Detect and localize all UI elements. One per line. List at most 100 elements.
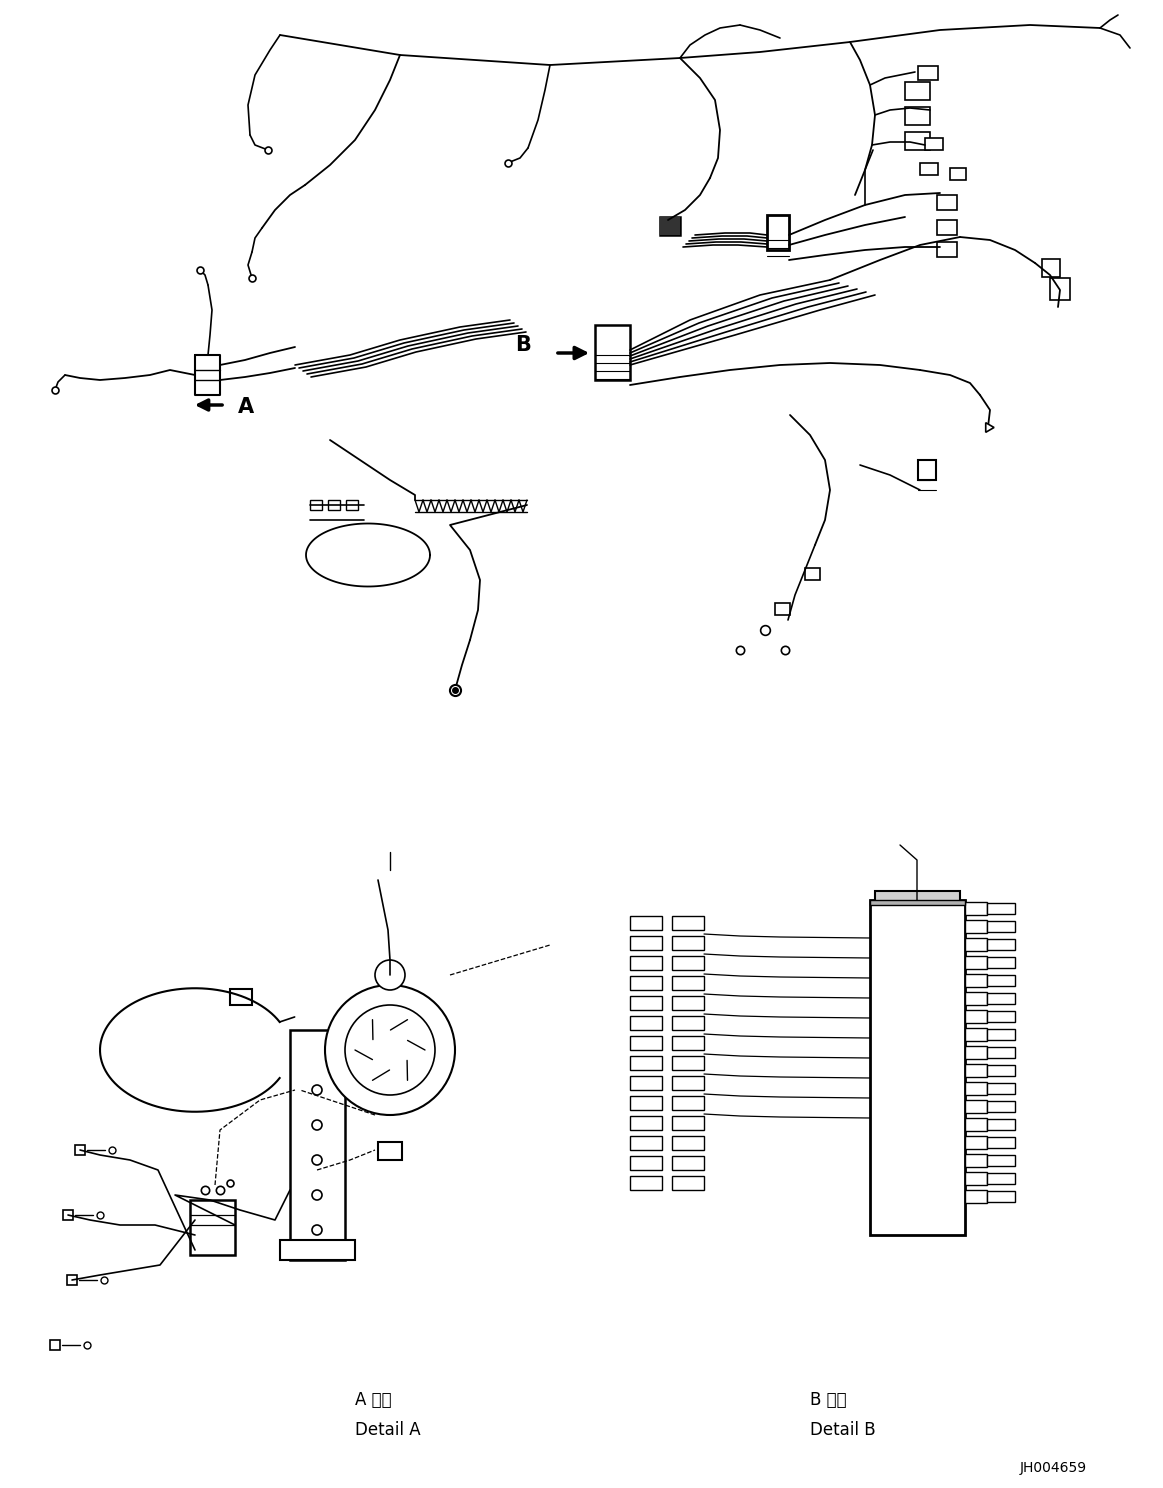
Bar (659, 217, 680, 235)
Bar (965, 1173, 987, 1184)
Text: JH004659: JH004659 (1020, 1461, 1087, 1475)
Bar (630, 955, 662, 970)
Bar (987, 1119, 1015, 1129)
Bar (311, 500, 322, 510)
Bar (987, 1065, 1015, 1076)
Bar (672, 917, 704, 930)
Circle shape (312, 1190, 322, 1199)
Bar (987, 1101, 1015, 1112)
Bar (987, 1010, 1015, 1022)
Bar (937, 220, 957, 235)
Text: A: A (238, 397, 255, 417)
Bar (595, 324, 630, 379)
Bar (965, 1155, 987, 1167)
Circle shape (374, 960, 405, 990)
Circle shape (312, 1085, 322, 1095)
Bar (965, 992, 987, 1004)
Circle shape (312, 1120, 322, 1129)
Bar (965, 902, 987, 915)
Bar (965, 1046, 987, 1059)
Bar (870, 900, 965, 905)
Bar (905, 132, 930, 150)
Bar (672, 995, 704, 1010)
Bar (672, 1116, 704, 1129)
Bar (918, 65, 939, 80)
Bar (925, 138, 943, 150)
Bar (630, 1016, 662, 1030)
Text: B 詳細: B 詳細 (809, 1391, 847, 1409)
Bar (775, 603, 790, 615)
Bar (378, 1141, 402, 1161)
Bar (875, 891, 959, 903)
Bar (918, 460, 936, 481)
Bar (987, 1190, 1015, 1202)
Bar (290, 1030, 345, 1260)
Bar (965, 920, 987, 933)
Bar (672, 1036, 704, 1051)
Bar (987, 939, 1015, 949)
Bar (965, 1190, 987, 1202)
Bar (1050, 278, 1070, 301)
Text: A 詳細: A 詳細 (355, 1391, 392, 1409)
Bar (672, 955, 704, 970)
Bar (630, 1097, 662, 1110)
Bar (965, 1028, 987, 1042)
Bar (630, 1135, 662, 1150)
Bar (987, 1137, 1015, 1149)
Bar (672, 1097, 704, 1110)
Bar (905, 107, 930, 125)
Bar (920, 164, 939, 176)
Bar (987, 957, 1015, 969)
Bar (630, 1056, 662, 1070)
Bar (965, 955, 987, 969)
Bar (987, 975, 1015, 987)
Bar (630, 1156, 662, 1170)
Bar (659, 217, 680, 235)
Bar (965, 1100, 987, 1113)
Bar (630, 917, 662, 930)
Bar (987, 921, 1015, 931)
Bar (987, 992, 1015, 1004)
Bar (1042, 259, 1059, 277)
Bar (805, 568, 820, 580)
Bar (230, 990, 252, 1004)
Bar (672, 1135, 704, 1150)
Bar (630, 1076, 662, 1091)
Bar (987, 903, 1015, 914)
Circle shape (312, 1225, 322, 1235)
Bar (672, 1176, 704, 1190)
Bar (190, 1199, 235, 1254)
Bar (630, 1176, 662, 1190)
Bar (965, 937, 987, 951)
Bar (987, 1173, 1015, 1184)
Bar (905, 82, 930, 100)
Circle shape (345, 1004, 435, 1095)
Bar (347, 500, 358, 510)
Bar (965, 1135, 987, 1149)
Bar (965, 1010, 987, 1024)
Circle shape (324, 985, 455, 1115)
Bar (630, 976, 662, 990)
Bar (937, 243, 957, 257)
Bar (950, 168, 966, 180)
Bar (672, 936, 704, 949)
Bar (965, 1082, 987, 1095)
Text: B: B (515, 335, 530, 356)
Bar (328, 500, 340, 510)
Bar (630, 936, 662, 949)
Text: Detail B: Detail B (809, 1421, 876, 1439)
Bar (672, 976, 704, 990)
Bar (987, 1030, 1015, 1040)
Bar (965, 1117, 987, 1131)
Bar (630, 1116, 662, 1129)
Bar (965, 1064, 987, 1077)
Bar (987, 1083, 1015, 1094)
Bar (672, 1056, 704, 1070)
Bar (672, 1016, 704, 1030)
Bar (965, 975, 987, 987)
Circle shape (312, 1155, 322, 1165)
Bar (672, 1156, 704, 1170)
Bar (630, 995, 662, 1010)
Bar (280, 1240, 355, 1260)
Text: Detail A: Detail A (355, 1421, 421, 1439)
